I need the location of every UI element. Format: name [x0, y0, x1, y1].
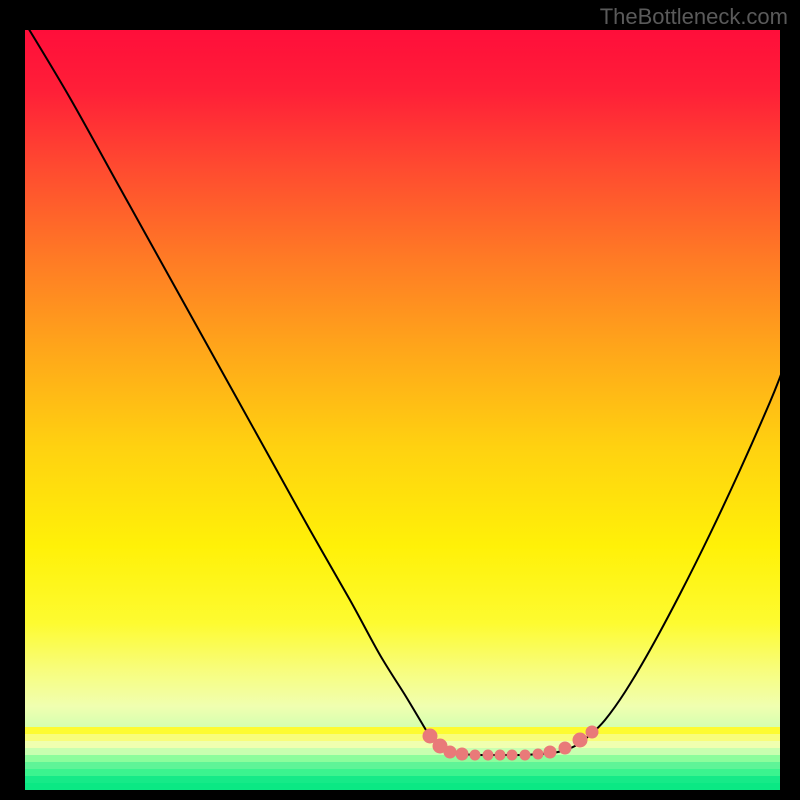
bottom-stripe [25, 762, 780, 769]
watermark-text: TheBottleneck.com [600, 4, 788, 30]
valley-marker [470, 750, 480, 760]
bottom-stripe [25, 769, 780, 776]
bottom-stripe [25, 783, 780, 790]
valley-marker [544, 746, 556, 758]
bottom-stripe [25, 776, 780, 783]
plot-gradient [25, 30, 780, 790]
valley-marker [444, 746, 456, 758]
bottom-stripe [25, 741, 780, 748]
valley-marker [533, 749, 543, 759]
bottom-stripe [25, 748, 780, 755]
valley-marker [507, 750, 517, 760]
valley-marker [495, 750, 505, 760]
bottom-stripe [25, 755, 780, 762]
valley-marker [573, 733, 587, 747]
valley-marker [559, 742, 571, 754]
valley-marker [483, 750, 493, 760]
bottom-stripe [25, 727, 780, 734]
valley-marker [456, 748, 468, 760]
valley-marker [586, 726, 598, 738]
bottom-stripe [25, 734, 780, 741]
chart-svg [0, 0, 800, 800]
bottleneck-chart: TheBottleneck.com [0, 0, 800, 800]
valley-marker [520, 750, 530, 760]
